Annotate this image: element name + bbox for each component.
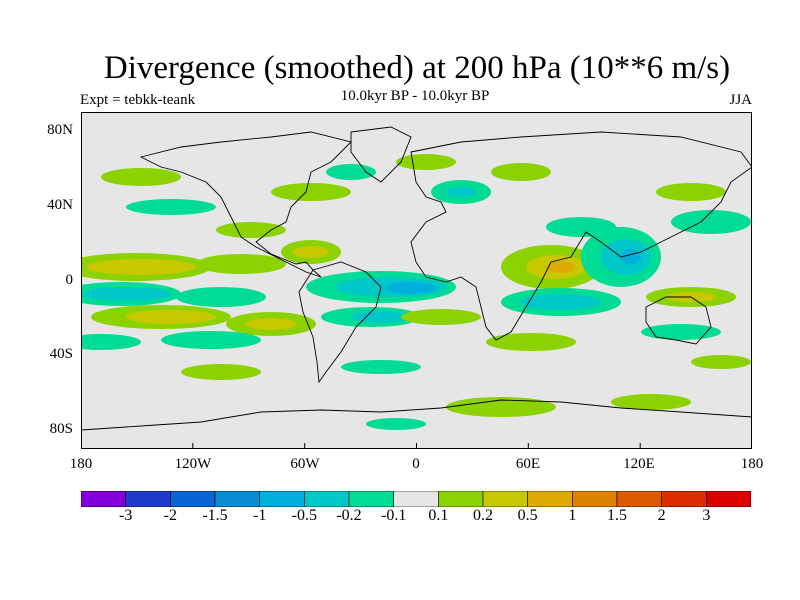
colorbar-label-7: 0.1 xyxy=(428,507,449,524)
field-neg-so-1 xyxy=(341,360,421,374)
colorbar-swatch-4 xyxy=(259,491,305,507)
colorbar-swatch-11 xyxy=(572,491,618,507)
coastlines xyxy=(80,126,753,431)
field-neg-so-2 xyxy=(366,418,426,430)
colorbar-label-0: -3 xyxy=(118,507,133,524)
field-pos-northamerica xyxy=(216,222,286,238)
colorbar-label-4: -0.5 xyxy=(291,507,317,524)
colorbar-swatch-5 xyxy=(304,491,350,507)
colorbar-swatch-6 xyxy=(348,491,394,507)
field-pos-southafrica xyxy=(401,309,481,325)
field-neg-atlantic-core xyxy=(386,282,436,294)
field-neg-europe-core xyxy=(446,187,476,197)
coast-antarctica xyxy=(80,399,753,431)
colorbar xyxy=(81,491,751,507)
lon-label-120w: 120W xyxy=(174,456,212,472)
experiment-label: Expt = tebkk-teank xyxy=(80,92,196,108)
field-pos-centralpacific xyxy=(196,254,286,274)
field-pos-russia xyxy=(491,163,551,181)
field-neg-greenland xyxy=(326,164,376,180)
colorbar-swatch-12 xyxy=(616,491,662,507)
field-neg-south-mid xyxy=(161,331,261,349)
coast-south-america xyxy=(298,261,382,384)
lat-label-40s: 40S xyxy=(49,346,73,362)
field-pos-na-east xyxy=(271,183,351,201)
lon-label-60w: 60W xyxy=(290,456,320,472)
field-pos-africa-india-core xyxy=(547,261,575,273)
coast-greenland xyxy=(350,126,412,183)
field-neg-pacific-south-core xyxy=(81,287,171,301)
colorbar-label-1: -2 xyxy=(163,507,177,524)
field-neg-northpacific xyxy=(671,210,751,234)
colorbar-swatch-14 xyxy=(706,491,751,507)
divergence-map xyxy=(75,112,753,449)
field-neg-np-mid xyxy=(126,199,216,215)
colorbar-swatch-2 xyxy=(170,491,216,507)
colorbar-label-13: 3 xyxy=(702,507,711,524)
field-pos-np-north xyxy=(101,168,181,186)
colorbar-label-3: -1 xyxy=(252,507,267,524)
colorbar-swatch-8 xyxy=(438,491,484,507)
colorbar-label-12: 2 xyxy=(657,507,666,524)
field-neg-maritime-core xyxy=(621,249,641,265)
colorbar-swatch-9 xyxy=(482,491,528,507)
field-pos-pacific-equator-core xyxy=(86,259,196,275)
coast-eurasia-africa xyxy=(410,131,753,341)
colorbar-swatch-1 xyxy=(125,491,171,507)
field-pos-so-1 xyxy=(181,364,261,380)
colorbar-swatch-13 xyxy=(661,491,707,507)
colorbar-swatch-7 xyxy=(393,491,439,507)
season-label: JJA xyxy=(729,92,752,108)
coast-australia xyxy=(645,296,712,345)
field-neg-south-west xyxy=(81,334,141,350)
chart-title: Divergence (smoothed) at 200 hPa (10**6 … xyxy=(103,50,731,86)
field-neg-indianocean-core xyxy=(521,294,601,310)
field-pos-south-indian xyxy=(486,333,576,351)
field-pos-so-4 xyxy=(691,355,751,369)
chart-subtitle: 10.0kyr BP - 10.0kyr BP xyxy=(340,88,490,104)
colorbar-label-9: 0.5 xyxy=(517,507,538,524)
lon-label-180w: 180 xyxy=(69,456,93,472)
field-pos-centralamerica-core xyxy=(293,246,329,258)
field-neg-southatlantic-core xyxy=(351,311,411,323)
colorbar-label-5: -0.2 xyxy=(336,507,362,524)
field-neg-southpacific-west xyxy=(641,324,721,340)
lat-label-40n: 40N xyxy=(47,197,73,213)
lat-label-equator: 0 xyxy=(65,272,74,288)
field-pos-so-2 xyxy=(446,397,556,417)
field-pos-so-3 xyxy=(611,394,691,410)
colorbar-label-8: 0.2 xyxy=(473,507,493,524)
colorbar-label-6: -0.1 xyxy=(380,507,407,524)
coast-north-america xyxy=(139,131,352,278)
colorbar-label-2: -1.5 xyxy=(202,507,228,524)
field-neg-eastpacific xyxy=(176,287,266,307)
field-neg-asia xyxy=(546,217,616,237)
field-pos-northatlantic xyxy=(396,154,456,170)
lon-label-60e: 60E xyxy=(515,456,541,472)
lon-label-0: 0 xyxy=(412,456,420,472)
lon-label-120e: 120E xyxy=(623,456,655,472)
colorbar-label-10: 1 xyxy=(568,507,577,524)
colorbar-swatch-0 xyxy=(81,491,126,507)
colorbar-swatch-10 xyxy=(527,491,573,507)
colorbar-label-11: 1.5 xyxy=(607,507,627,524)
field-pos-subtrop-pacific-core xyxy=(126,310,216,324)
lat-label-80n: 80N xyxy=(47,122,73,138)
field-pos-eastasia xyxy=(656,183,726,201)
lon-label-180e: 180 xyxy=(740,456,764,472)
field-pos-subtrop-east-core xyxy=(246,318,296,330)
colorbar-swatch-3 xyxy=(214,491,260,507)
lat-label-80s: 80S xyxy=(49,421,73,437)
